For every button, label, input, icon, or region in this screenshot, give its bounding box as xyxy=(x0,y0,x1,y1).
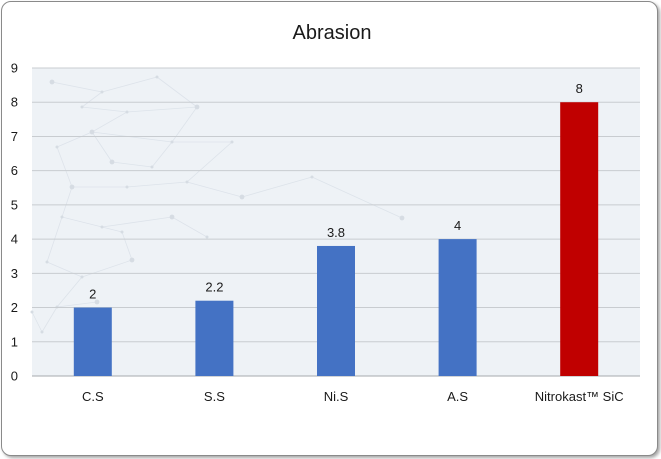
y-tick-label: 2 xyxy=(11,300,18,315)
decor-link-26 xyxy=(46,261,83,278)
data-label-3: 4 xyxy=(454,218,461,233)
decor-link-11 xyxy=(111,161,153,168)
y-tick-label: 8 xyxy=(11,95,18,110)
decor-node-19 xyxy=(205,235,209,239)
bar-2 xyxy=(317,245,355,376)
y-tick-label: 3 xyxy=(11,266,18,281)
decor-node-26 xyxy=(40,330,44,334)
decor-node-4 xyxy=(80,105,84,109)
decor-link-6 xyxy=(91,111,128,133)
decor-link-1 xyxy=(101,76,158,93)
decor-link-3 xyxy=(81,91,103,108)
y-tick-label: 4 xyxy=(11,232,18,247)
decor-link-0 xyxy=(51,81,103,93)
decor-node-17 xyxy=(100,225,104,229)
decor-node-16 xyxy=(60,215,64,219)
decor-node-21 xyxy=(399,215,405,221)
decor-link-32 xyxy=(101,226,123,233)
category-label-0: C.S xyxy=(82,389,104,404)
category-label-2: Ni.S xyxy=(324,389,349,404)
decor-node-27 xyxy=(94,299,100,305)
bar-0 xyxy=(73,307,112,376)
y-tick-label: 9 xyxy=(11,61,18,76)
decor-link-30 xyxy=(56,301,98,308)
decor-node-29 xyxy=(120,230,124,234)
y-axis-ticks: 0 1 2 3 4 5 6 7 8 9 xyxy=(11,61,18,384)
background-network-pattern xyxy=(30,75,405,334)
data-labels: 2 2.2 3.8 4 8 xyxy=(89,81,583,301)
decor-node-22 xyxy=(45,260,49,264)
bar-4 xyxy=(560,102,599,376)
category-label-4: Nitrokast™ SiC xyxy=(535,389,624,404)
decor-node-15 xyxy=(239,194,245,200)
decor-node-11 xyxy=(230,140,234,144)
bar-3 xyxy=(438,239,477,376)
bar-1 xyxy=(195,300,234,376)
decor-link-7 xyxy=(56,131,93,148)
decor-link-28 xyxy=(56,276,83,308)
abrasion-bar-chart: Abrasion 0 1 2 3 4 5 6 7 8 9 2 2.2 3.8 4 8 C.S S.S Ni.S… xyxy=(11,22,640,404)
decor-link-23 xyxy=(241,176,313,198)
decor-node-23 xyxy=(80,275,84,279)
decor-node-0 xyxy=(49,79,55,85)
decor-link-19 xyxy=(61,186,73,218)
decor-link-12 xyxy=(151,141,173,168)
data-label-0: 2 xyxy=(89,287,96,302)
decor-node-24 xyxy=(129,257,135,263)
decor-node-14 xyxy=(185,180,189,184)
decor-link-33 xyxy=(121,231,133,261)
decor-node-12 xyxy=(69,184,75,190)
decor-link-4 xyxy=(81,106,128,113)
decor-link-27 xyxy=(81,259,133,278)
decor-node-3 xyxy=(194,104,200,110)
decor-node-28 xyxy=(30,310,34,314)
y-tick-label: 1 xyxy=(11,334,18,349)
category-label-1: S.S xyxy=(204,389,225,404)
x-axis-categories: C.S S.S Ni.S A.S Nitrokast™ SiC xyxy=(82,389,624,404)
decor-link-8 xyxy=(91,131,173,143)
data-label-4: 8 xyxy=(576,81,583,96)
y-tick-label: 5 xyxy=(11,197,18,212)
chart-title: Abrasion xyxy=(293,22,372,44)
decor-link-31 xyxy=(31,311,43,333)
data-label-2: 3.8 xyxy=(327,225,345,240)
decor-node-1 xyxy=(100,90,104,94)
bars xyxy=(73,102,599,376)
decor-link-18 xyxy=(186,181,243,198)
y-tick-label: 0 xyxy=(11,369,18,384)
decor-link-24 xyxy=(311,176,403,219)
decor-link-21 xyxy=(101,216,173,228)
y-tick-label: 6 xyxy=(11,163,18,178)
decor-link-17 xyxy=(186,141,233,183)
decor-node-18 xyxy=(169,214,175,220)
category-label-3: A.S xyxy=(447,389,468,404)
decor-node-13 xyxy=(125,185,129,189)
decor-node-9 xyxy=(109,159,115,165)
decor-node-6 xyxy=(89,129,95,135)
decor-node-5 xyxy=(125,110,129,114)
decor-node-10 xyxy=(150,165,154,169)
decor-link-14 xyxy=(56,146,73,188)
decor-link-22 xyxy=(171,216,208,238)
decor-link-20 xyxy=(61,216,103,228)
decor-link-16 xyxy=(126,181,188,188)
decor-node-8 xyxy=(170,140,174,144)
decor-node-7 xyxy=(55,145,59,149)
decor-link-29 xyxy=(41,306,58,333)
data-label-1: 2.2 xyxy=(205,280,223,295)
decor-node-20 xyxy=(310,175,314,179)
y-tick-label: 7 xyxy=(11,129,18,144)
decor-link-5 xyxy=(126,106,198,113)
decor-node-2 xyxy=(155,75,159,79)
decor-link-10 xyxy=(91,131,113,163)
